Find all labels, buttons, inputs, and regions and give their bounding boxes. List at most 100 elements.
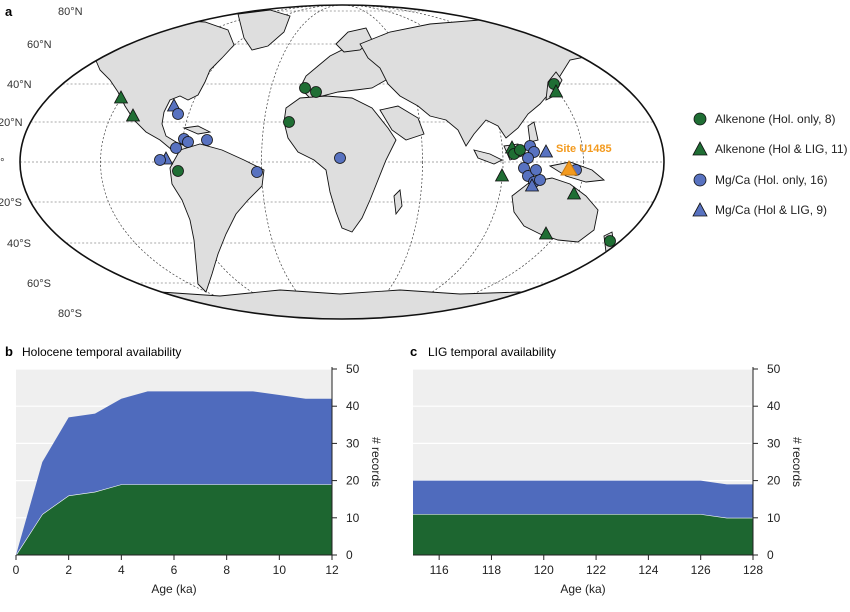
y-tick-label: 40	[346, 399, 360, 413]
holocene-chart: 0 10 20 30 40 50 0 2 4 6 8 10 12 Age (ka) # records	[13, 362, 383, 596]
record-marker	[334, 152, 346, 164]
y-tick-label: 10	[767, 511, 781, 525]
legend-label-alkenone-lig: Alkenone (Hol & LIG, 11)	[715, 142, 848, 156]
latitude-label: 40°N	[7, 79, 32, 91]
map-legend: Alkenone (Hol. only, 8) Alkenone (Hol & …	[692, 112, 848, 217]
legend-item-alkenone-lig: Alkenone (Hol & LIG, 11)	[692, 141, 848, 156]
y-tick-label: 30	[767, 436, 781, 450]
north-america	[93, 19, 235, 161]
latitude-label: 40°S	[7, 238, 31, 250]
x-tick-label: 4	[118, 563, 125, 577]
record-marker	[548, 84, 564, 98]
legend-marker-mgca-lig	[692, 202, 708, 217]
continents	[89, 9, 615, 319]
y-tick-label: 20	[346, 474, 360, 488]
x-tick-label: 122	[586, 563, 606, 577]
legend-label-mgca-hol: Mg/Ca (Hol. only, 16)	[715, 173, 827, 187]
x-tick-label: 126	[691, 563, 711, 577]
record-marker	[113, 90, 129, 104]
record-marker	[538, 144, 554, 158]
record-marker	[172, 165, 184, 177]
record-marker	[524, 178, 540, 192]
latitude-labels: 80°N 60°N 40°N 20°N 0° 20°S 40°S 60°S 80°S	[0, 6, 83, 320]
record-marker	[566, 186, 582, 200]
globe-outline	[19, 4, 665, 320]
arabia	[379, 105, 425, 141]
record-marker	[494, 168, 510, 182]
record-marker	[154, 154, 166, 166]
legend-label-mgca-lig: Mg/Ca (Hol & LIG, 9)	[715, 203, 827, 217]
record-marker	[530, 164, 542, 176]
x-tick-label: 6	[171, 563, 178, 577]
record-marker	[170, 142, 182, 154]
y-tick-label: 30	[346, 436, 360, 450]
philippines	[527, 121, 539, 143]
x-tick-label: 120	[534, 563, 554, 577]
record-marker	[172, 108, 184, 120]
panel-c-letter: c	[410, 344, 417, 359]
series-area-alkenone	[16, 484, 332, 555]
legend-item-mgca-hol: Mg/Ca (Hol. only, 16)	[693, 173, 827, 187]
record-marker	[201, 134, 213, 146]
panel-b-title: Holocene temporal availability	[22, 345, 181, 359]
lig-chart: 0 10 20 30 40 50 116 118 120 122 124 126 128 Age (ka)…	[413, 362, 804, 596]
record-marker	[299, 82, 311, 94]
latitude-label: 60°N	[27, 39, 52, 51]
y-tick-label: 0	[346, 548, 353, 562]
meridian-line	[180, 5, 504, 319]
caribbean	[182, 125, 212, 135]
record-marker	[283, 116, 295, 128]
africa	[283, 95, 397, 233]
y-tick-label: 20	[767, 474, 781, 488]
x-tick-label: 116	[430, 563, 449, 577]
record-marker	[251, 166, 263, 178]
y-axis-title: # records	[369, 437, 383, 487]
meridian-line	[261, 5, 423, 319]
legend-label-alkenone-hol: Alkenone (Hol. only, 8)	[715, 112, 836, 126]
greenland	[237, 9, 291, 51]
x-axis-title: Age (ka)	[560, 582, 605, 596]
legend-marker-alkenone-lig	[692, 141, 708, 156]
record-marker	[522, 152, 534, 164]
site-u1485-marker	[560, 159, 578, 176]
series-area-mgca	[16, 391, 332, 555]
panel-b-letter: b	[5, 344, 13, 359]
latitude-label: 80°N	[58, 6, 83, 18]
y-tick-label: 40	[767, 399, 781, 413]
x-tick-label: 12	[325, 563, 339, 577]
latitude-label: 80°S	[58, 308, 82, 320]
y-tick-label: 10	[346, 511, 360, 525]
legend-item-alkenone-hol: Alkenone (Hol. only, 8)	[693, 112, 836, 126]
world-map: 80°N 60°N 40°N 20°N 0° 20°S 40°S 60°S 80°S	[0, 4, 665, 320]
panel-c-title: LIG temporal availability	[428, 345, 556, 359]
x-tick-label: 128	[743, 563, 763, 577]
x-tick-label: 8	[223, 563, 230, 577]
record-marker	[538, 226, 554, 240]
x-tick-label: 2	[65, 563, 72, 577]
record-marker	[310, 86, 322, 98]
indonesia	[473, 149, 504, 165]
record-marker	[182, 136, 194, 148]
latitude-label: 0°	[0, 157, 5, 169]
y-tick-label: 50	[767, 362, 781, 376]
legend-marker-mgca-hol	[693, 173, 707, 187]
y-axis-title: # records	[790, 437, 804, 487]
y-tick-label: 0	[767, 548, 774, 562]
x-tick-label: 10	[273, 563, 287, 577]
record-marker	[534, 174, 546, 186]
madagascar	[393, 189, 403, 216]
meridian-line	[100, 5, 584, 319]
record-marker	[125, 108, 141, 122]
latitude-label: 60°S	[27, 278, 51, 290]
panel-a-letter: a	[5, 4, 13, 19]
x-tick-label: 124	[638, 563, 658, 577]
latitude-label: 20°N	[0, 117, 23, 129]
x-axis-title: Age (ka)	[151, 582, 196, 596]
latitude-label: 20°S	[0, 197, 22, 209]
record-markers	[113, 78, 616, 247]
record-marker	[604, 235, 616, 247]
legend-marker-alkenone-hol	[693, 112, 707, 126]
series-area-alkenone	[413, 514, 753, 555]
legend-item-mgca-lig: Mg/Ca (Hol & LIG, 9)	[692, 202, 827, 217]
